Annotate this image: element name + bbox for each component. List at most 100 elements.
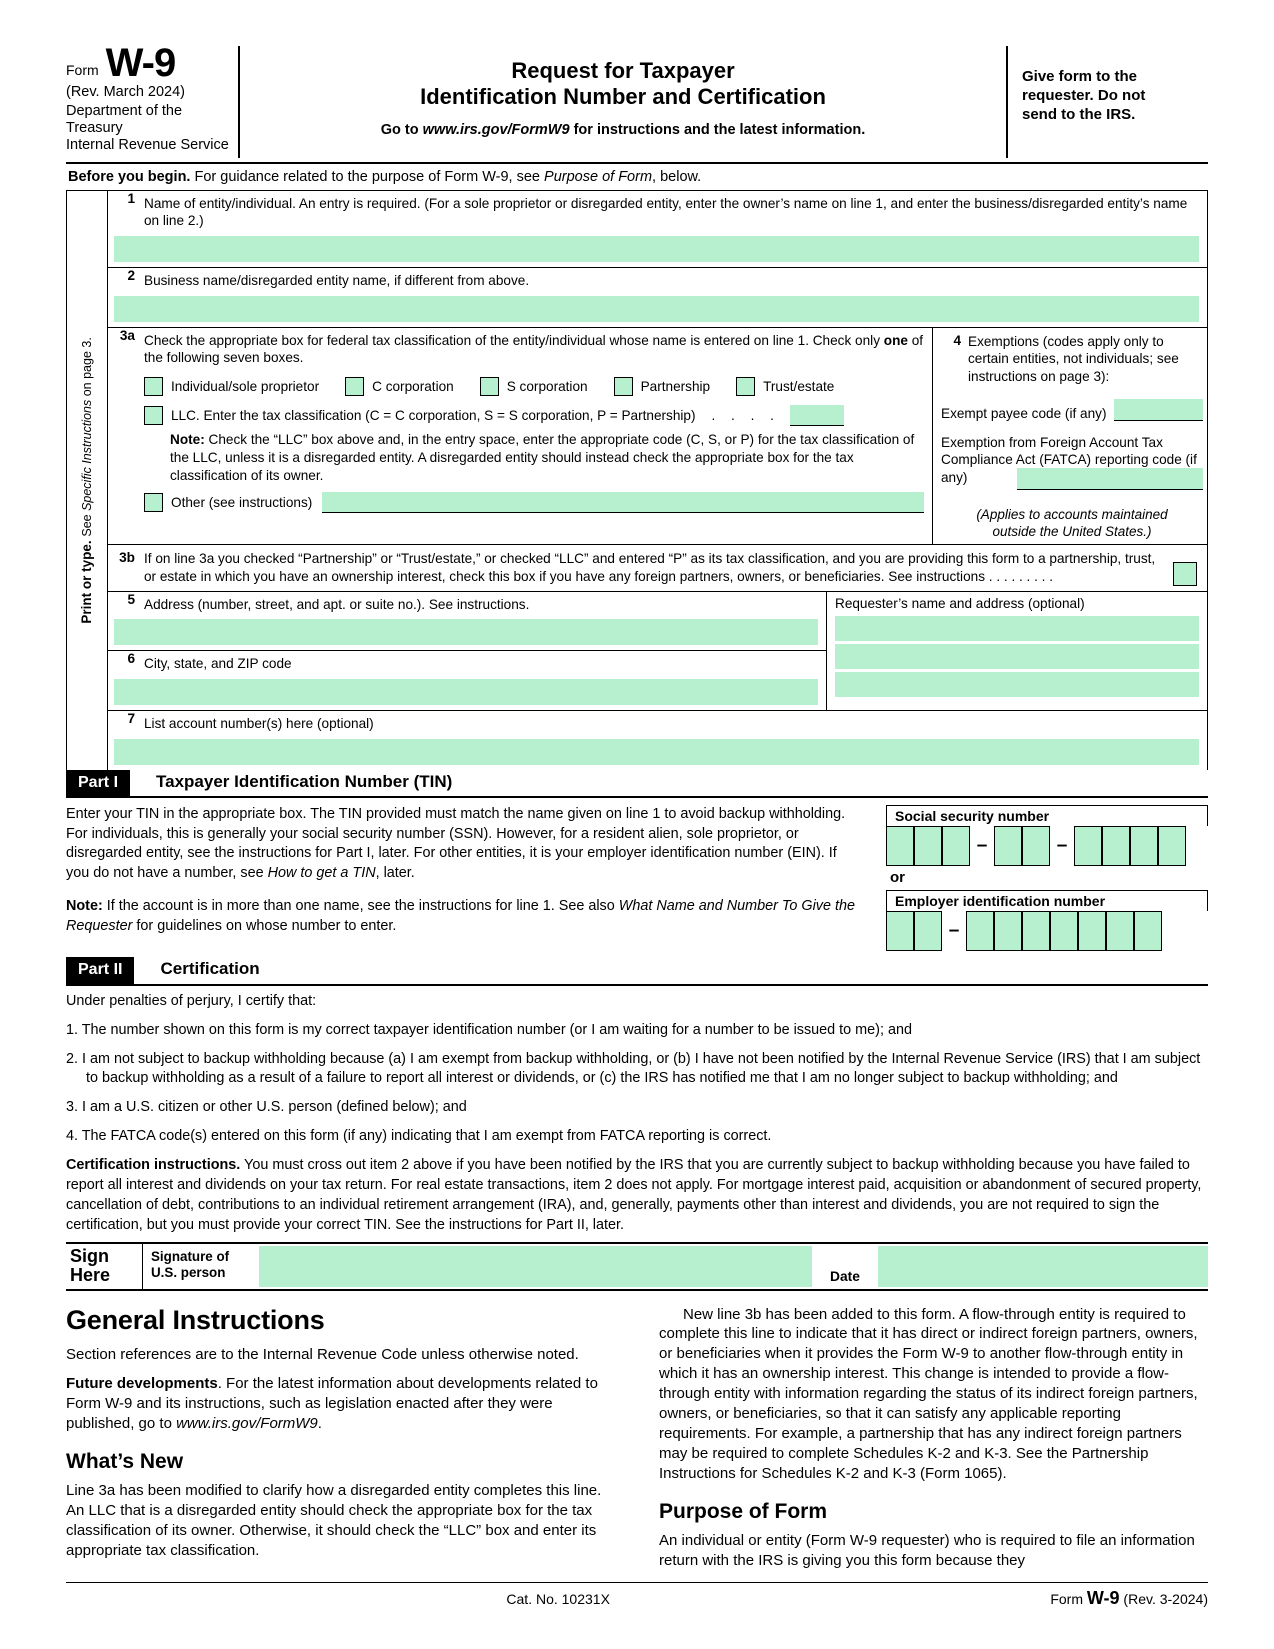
form-revision-date: (Rev. March 2024) bbox=[66, 84, 185, 101]
certification-item-3: 3. I am a U.S. citizen or other U.S. per… bbox=[66, 1099, 467, 1116]
give-form-line-1: Give form to the bbox=[1022, 68, 1138, 85]
exempt-payee-code-input[interactable] bbox=[1114, 398, 1203, 421]
ssn-group-1[interactable] bbox=[886, 826, 970, 867]
checkbox-llc-box[interactable] bbox=[144, 405, 163, 425]
ssn-label: Social security number bbox=[886, 805, 1208, 827]
checkbox-c-corporation[interactable]: C corporation bbox=[345, 376, 454, 396]
checkbox-individual-sole-proprietor[interactable]: Individual/sole proprietor bbox=[144, 376, 319, 396]
other-classification-input[interactable] bbox=[322, 491, 924, 513]
ssn-cell[interactable] bbox=[1022, 826, 1050, 867]
footer-form-word: Form bbox=[1050, 1591, 1087, 1607]
checkbox-s-corporation[interactable]: S corporation bbox=[479, 376, 588, 396]
ssn-cell[interactable] bbox=[1102, 826, 1130, 867]
line-6-row: 6 City, state, and ZIP code bbox=[108, 651, 826, 705]
future-developments-text-a: . For the latest information about devel… bbox=[66, 1375, 598, 1433]
ein-dash: – bbox=[948, 920, 960, 942]
ein-group-1[interactable] bbox=[886, 911, 942, 952]
address-and-requester-row: 5 Address (number, street, and apt. or s… bbox=[108, 591, 1207, 711]
fatca-code-input[interactable] bbox=[1017, 467, 1203, 490]
line-3a-note-text: Check the “LLC” box above and, in the en… bbox=[170, 431, 915, 483]
ssn-group-3[interactable] bbox=[1074, 826, 1186, 867]
line-1-name-input[interactable] bbox=[114, 235, 1199, 262]
line-6-city-state-zip-input[interactable] bbox=[114, 678, 818, 705]
certification-instructions-text: You must cross out item 2 above if you h… bbox=[66, 1157, 1202, 1233]
line-6-label: City, state, and ZIP code bbox=[144, 656, 292, 672]
requester-input-line-3[interactable] bbox=[835, 671, 1199, 697]
ein-cell[interactable] bbox=[1078, 911, 1106, 952]
section-references-text: Section references are to the Internal R… bbox=[66, 1345, 579, 1363]
line-1-row: 1 Name of entity/individual. An entry is… bbox=[108, 191, 1207, 268]
ein-group-2[interactable] bbox=[966, 911, 1162, 952]
sign-here-label: Sign Here bbox=[66, 1244, 142, 1289]
sign-here-line-1: Sign bbox=[70, 1245, 109, 1266]
line-3b-body: If on line 3a you checked “Partnership” … bbox=[144, 550, 1156, 584]
part-1-body: Enter your TIN in the appropriate box. T… bbox=[66, 798, 1208, 952]
ssn-cell[interactable] bbox=[1130, 826, 1158, 867]
line-2-label: Business name/disregarded entity name, i… bbox=[144, 272, 530, 288]
ein-cell[interactable] bbox=[914, 911, 942, 952]
line-2-business-name-input[interactable] bbox=[114, 295, 1199, 322]
ssn-cell[interactable] bbox=[942, 826, 970, 867]
checkbox-c-corp-box[interactable] bbox=[345, 376, 365, 396]
checkbox-other-box[interactable] bbox=[144, 492, 163, 512]
line-2-number: 2 bbox=[127, 267, 135, 283]
ein-label: Employer identification number bbox=[886, 890, 1208, 912]
checkbox-individual-box[interactable] bbox=[144, 376, 163, 396]
ssn-cell[interactable] bbox=[1074, 826, 1102, 867]
future-developments-url[interactable]: www.irs.gov/FormW9 bbox=[176, 1415, 318, 1433]
ein-cell[interactable] bbox=[1134, 911, 1162, 952]
spine-on-page: on page 3. bbox=[79, 336, 94, 400]
line-1-label: Name of entity/individual. An entry is r… bbox=[144, 195, 1188, 229]
form-title-line-2: Identification Number and Certification bbox=[420, 84, 826, 110]
requester-input-line-2[interactable] bbox=[835, 643, 1199, 669]
ein-cell[interactable] bbox=[1022, 911, 1050, 952]
checkbox-trust-estate-box[interactable] bbox=[736, 376, 756, 396]
spine-print-or-type: Print or type. bbox=[78, 540, 94, 624]
general-instructions-section: General Instructions Section references … bbox=[66, 1291, 1208, 1581]
ssn-cell[interactable] bbox=[914, 826, 942, 867]
checkbox-partnership[interactable]: Partnership bbox=[613, 376, 710, 396]
ssn-input-boxes[interactable]: – – bbox=[886, 826, 1208, 867]
ssn-cell[interactable] bbox=[886, 826, 914, 867]
ssn-cell[interactable] bbox=[994, 826, 1022, 867]
ein-cell[interactable] bbox=[1050, 911, 1078, 952]
date-input[interactable] bbox=[878, 1245, 1208, 1287]
ein-input-boxes[interactable]: – bbox=[886, 911, 1208, 952]
goto-instructions-line: Go to www.irs.gov/FormW9 for instruction… bbox=[246, 122, 1000, 138]
line-3b-checkbox[interactable] bbox=[1173, 561, 1197, 586]
llc-classification-input[interactable] bbox=[789, 404, 844, 426]
signature-input[interactable] bbox=[259, 1245, 812, 1287]
checkbox-c-corp-label: C corporation bbox=[372, 378, 454, 394]
ein-cell[interactable] bbox=[1106, 911, 1134, 952]
line-5-address-input[interactable] bbox=[114, 619, 818, 646]
instructions-right-column: New line 3b has been added to this form.… bbox=[659, 1305, 1208, 1581]
irs-url-link[interactable]: www.irs.gov/FormW9 bbox=[422, 121, 570, 138]
whats-new-heading: What’s New bbox=[66, 1450, 184, 1474]
line-3a-label: Check the appropriate box for federal ta… bbox=[144, 328, 932, 369]
ein-cell[interactable] bbox=[994, 911, 1022, 952]
checkbox-partnership-box[interactable] bbox=[613, 376, 633, 396]
ssn-cell[interactable] bbox=[1158, 826, 1186, 867]
certification-item-1: 1. The number shown on this form is my c… bbox=[66, 1021, 912, 1038]
ssn-group-2[interactable] bbox=[994, 826, 1050, 867]
footer-form-rev: (Rev. 3-2024) bbox=[1119, 1591, 1208, 1607]
line-7-label: List account number(s) here (optional) bbox=[144, 715, 374, 731]
ein-cell[interactable] bbox=[966, 911, 994, 952]
line-6-number: 6 bbox=[127, 651, 135, 667]
line-5-row: 5 Address (number, street, and apt. or s… bbox=[108, 592, 826, 652]
part-1-note-a: If the account is in more than one name,… bbox=[102, 898, 619, 915]
sign-here-line-2: Here bbox=[70, 1264, 111, 1285]
checkbox-s-corp-label: S corporation bbox=[506, 378, 588, 394]
form-word-label: Form bbox=[66, 62, 99, 79]
line-3b-row: 3b If on line 3a you checked “Partnershi… bbox=[108, 545, 1207, 592]
checkbox-s-corp-box[interactable] bbox=[479, 376, 499, 396]
checkbox-trust-estate[interactable]: Trust/estate bbox=[736, 376, 834, 396]
line-7-account-numbers-input[interactable] bbox=[114, 738, 1199, 765]
part-2-chip: Part II bbox=[66, 957, 135, 984]
ein-cell[interactable] bbox=[886, 911, 914, 952]
requester-input-line-1[interactable] bbox=[835, 615, 1199, 641]
form-content-column: 1 Name of entity/individual. An entry is… bbox=[108, 191, 1207, 770]
how-to-get-a-tin-reference: How to get a TIN bbox=[267, 864, 376, 881]
line-3a-label-b: of the following seven boxes. bbox=[144, 332, 924, 366]
